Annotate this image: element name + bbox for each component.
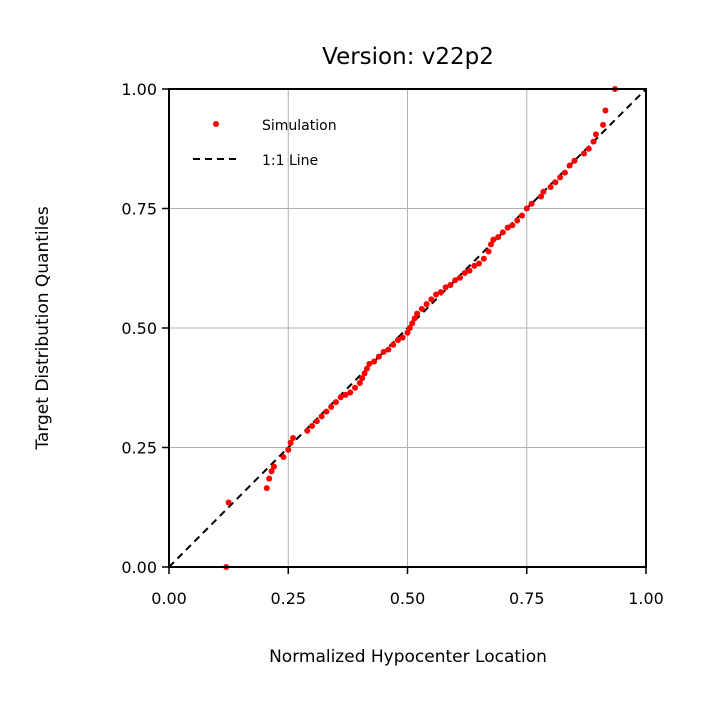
- data-point: [394, 336, 401, 343]
- data-point: [485, 248, 492, 255]
- data-point: [361, 370, 368, 377]
- x-tick-label: 0.25: [270, 589, 306, 608]
- data-point: [480, 255, 487, 262]
- data-point: [337, 394, 344, 401]
- y-axis-label: Target Distribution Quantiles: [33, 206, 53, 450]
- y-tick-label: 1.00: [121, 80, 157, 99]
- x-tick-label: 0.50: [390, 589, 426, 608]
- data-point: [375, 353, 382, 360]
- data-point: [359, 375, 366, 382]
- x-tick-label: 1.00: [628, 589, 664, 608]
- data-point: [285, 446, 292, 453]
- data-point: [590, 138, 597, 145]
- data-point: [592, 131, 599, 138]
- data-point: [399, 334, 406, 341]
- data-point: [313, 418, 320, 425]
- data-point: [406, 325, 413, 331]
- data-point: [504, 224, 511, 231]
- data-point: [557, 174, 564, 181]
- data-point: [423, 301, 430, 308]
- data-point: [452, 277, 459, 284]
- y-tick-label: 0.00: [121, 558, 157, 577]
- data-point: [461, 270, 468, 277]
- data-point: [225, 499, 232, 506]
- data-point: [280, 454, 287, 461]
- data-point: [571, 157, 578, 164]
- data-point: [318, 413, 325, 420]
- data-point: [509, 222, 516, 229]
- legend: Simulation 1:1 Line: [193, 118, 337, 169]
- data-point: [547, 183, 554, 190]
- data-point: [561, 169, 568, 176]
- x-tick-label: 0.75: [509, 589, 545, 608]
- data-point: [409, 320, 416, 327]
- legend-label-simulation: Simulation: [262, 118, 337, 134]
- data-point: [363, 365, 370, 372]
- data-point: [552, 179, 559, 186]
- data-point: [518, 212, 525, 219]
- scatter-points: [223, 86, 618, 570]
- data-point: [404, 329, 411, 336]
- x-axis-label: Normalized Hypocenter Location: [269, 647, 547, 667]
- data-point: [356, 379, 363, 386]
- data-point: [442, 284, 449, 291]
- data-point: [332, 399, 339, 406]
- data-point: [466, 267, 473, 274]
- data-point: [380, 348, 387, 355]
- data-point: [342, 391, 349, 398]
- data-point: [602, 107, 609, 114]
- data-point: [309, 422, 316, 429]
- legend-label-11-line: 1:1 Line: [262, 153, 318, 169]
- data-point: [447, 281, 454, 288]
- data-point: [347, 389, 354, 396]
- data-point: [428, 296, 435, 303]
- data-point: [566, 162, 573, 169]
- data-point: [385, 346, 392, 353]
- chart-title: Version: v22p2: [322, 44, 494, 70]
- y-tick-label: 0.75: [121, 200, 157, 219]
- data-point: [371, 358, 378, 365]
- data-point: [437, 289, 444, 296]
- data-point: [523, 205, 530, 212]
- data-point: [456, 274, 463, 281]
- data-point: [323, 408, 330, 415]
- data-point: [585, 145, 592, 152]
- data-point: [266, 475, 273, 482]
- data-point: [495, 234, 502, 241]
- axis-ticks: 0.00 0.25 0.50 0.75 1.00 0.00 0.25 0.50 0.75 1.00: [121, 80, 663, 608]
- data-point: [528, 200, 535, 207]
- data-point: [366, 360, 373, 367]
- data-point: [580, 150, 587, 157]
- y-tick-label: 0.25: [121, 439, 157, 458]
- data-point: [287, 439, 294, 446]
- data-point: [471, 262, 478, 269]
- y-tick-label: 0.50: [121, 319, 157, 338]
- legend-marker-simulation: [213, 121, 219, 127]
- data-point: [268, 468, 275, 475]
- data-point: [414, 310, 421, 317]
- data-point: [328, 403, 335, 410]
- data-point: [487, 241, 494, 248]
- data-point: [352, 384, 359, 391]
- data-point: [433, 291, 440, 298]
- data-point: [490, 236, 497, 243]
- data-point: [499, 229, 506, 236]
- data-point: [263, 485, 270, 492]
- data-point: [304, 427, 311, 434]
- data-point: [411, 315, 418, 322]
- data-point: [476, 260, 483, 267]
- data-point: [514, 217, 521, 224]
- data-point: [270, 463, 277, 470]
- data-point: [418, 305, 425, 312]
- data-point: [540, 188, 547, 195]
- data-point: [390, 341, 397, 348]
- data-point: [290, 434, 297, 441]
- x-tick-label: 0.00: [151, 589, 187, 608]
- data-point: [538, 193, 545, 200]
- data-point: [600, 121, 607, 128]
